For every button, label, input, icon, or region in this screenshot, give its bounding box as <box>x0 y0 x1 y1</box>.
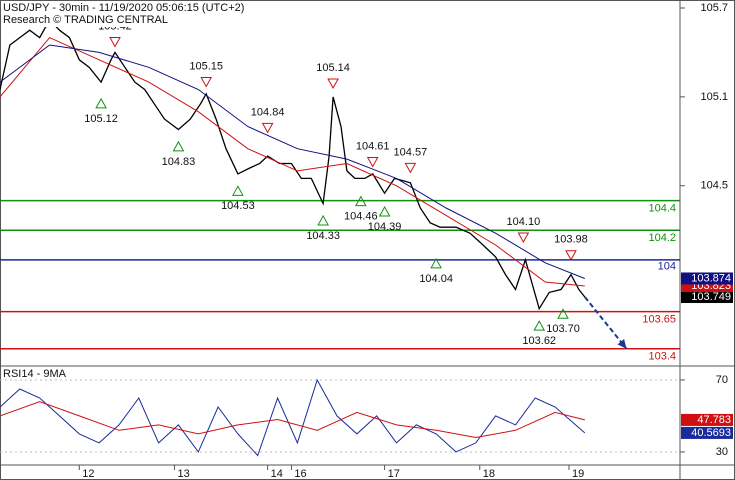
pivot-marker <box>533 320 546 331</box>
pivot-label: 104.46 <box>344 211 378 223</box>
level-label: 104 <box>658 261 676 273</box>
series-line <box>0 36 585 287</box>
pivot-marker <box>366 156 379 168</box>
chart-subtitle: Research © TRADING CENTRAL <box>3 14 168 26</box>
pivot-marker <box>517 232 530 244</box>
series-line <box>0 378 586 457</box>
pivot-marker <box>354 195 367 207</box>
y-tick-label: 105.7 <box>700 2 728 14</box>
last-value-label: 103.874 <box>691 272 731 284</box>
pivot-label: 104.61 <box>356 140 390 152</box>
pivot-marker <box>565 250 577 261</box>
forecast-arrow <box>584 296 628 350</box>
x-tick-label: 16 <box>294 468 306 480</box>
last-value-box <box>681 426 733 439</box>
last-value-label: 103.749 <box>691 291 731 303</box>
pivot-label: 105.12 <box>84 113 118 125</box>
pivot-label: 105.14 <box>316 62 350 74</box>
y-tick-label: 105.1 <box>700 91 728 103</box>
pivot-marker <box>430 257 443 269</box>
pivot-label: 103.98 <box>554 234 588 246</box>
pivot-label: 104.10 <box>507 216 541 228</box>
pivot-marker <box>95 97 107 109</box>
pivot-label: 105.15 <box>189 60 223 72</box>
pivot-label: 104.53 <box>221 200 255 212</box>
last-value-label: 47.783 <box>697 414 731 426</box>
pivot-label: 103.62 <box>522 335 556 347</box>
pivot-label: 104.04 <box>419 273 453 285</box>
pivot-label: 104.39 <box>368 221 402 233</box>
series-line <box>0 401 585 439</box>
pivot-marker <box>317 214 329 226</box>
last-value-box <box>681 413 733 426</box>
x-tick-label: 19 <box>572 468 584 480</box>
x-tick-label: 12 <box>82 468 94 480</box>
pivot-marker <box>172 140 185 152</box>
x-tick-label: 17 <box>388 468 400 480</box>
level-label: 104.4 <box>648 202 676 214</box>
y-tick-label: 30 <box>716 446 728 458</box>
level-label: 103.4 <box>648 351 676 363</box>
pivot-marker <box>404 162 417 174</box>
y-tick-label: 70 <box>716 374 728 386</box>
pivot-label: 104.83 <box>162 156 196 168</box>
chart-title: USD/JPY - 30min - 11/19/2020 05:06:15 (U… <box>3 2 244 14</box>
pivot-label: 104.84 <box>251 106 285 118</box>
x-tick-label: 13 <box>177 468 189 480</box>
pivot-marker <box>200 76 213 88</box>
pivot-marker <box>232 185 244 196</box>
arrow-head <box>617 338 627 349</box>
pivot-label: 104.57 <box>394 146 428 158</box>
series-line <box>0 18 586 311</box>
pivot-marker <box>261 122 274 134</box>
last-value-box <box>681 291 733 304</box>
level-label: 104.2 <box>648 232 676 244</box>
y-tick-label: 104.5 <box>700 180 728 192</box>
pivot-label: 103.70 <box>546 323 580 335</box>
last-value-label: 40.5693 <box>691 427 731 439</box>
pivot-marker <box>557 308 569 319</box>
x-tick-label: 18 <box>483 468 495 480</box>
pivot-marker <box>109 36 121 48</box>
title-bg <box>1 1 241 27</box>
series-line <box>0 44 585 279</box>
x-tick-label: 14 <box>271 468 283 480</box>
last-value-box <box>681 272 733 285</box>
pivot-label: 104.33 <box>306 230 340 242</box>
pivot-marker <box>327 78 339 89</box>
level-label: 103.65 <box>642 314 676 326</box>
panel-title: RSI14 - 9MA <box>3 368 67 380</box>
pivot-marker <box>378 206 391 217</box>
